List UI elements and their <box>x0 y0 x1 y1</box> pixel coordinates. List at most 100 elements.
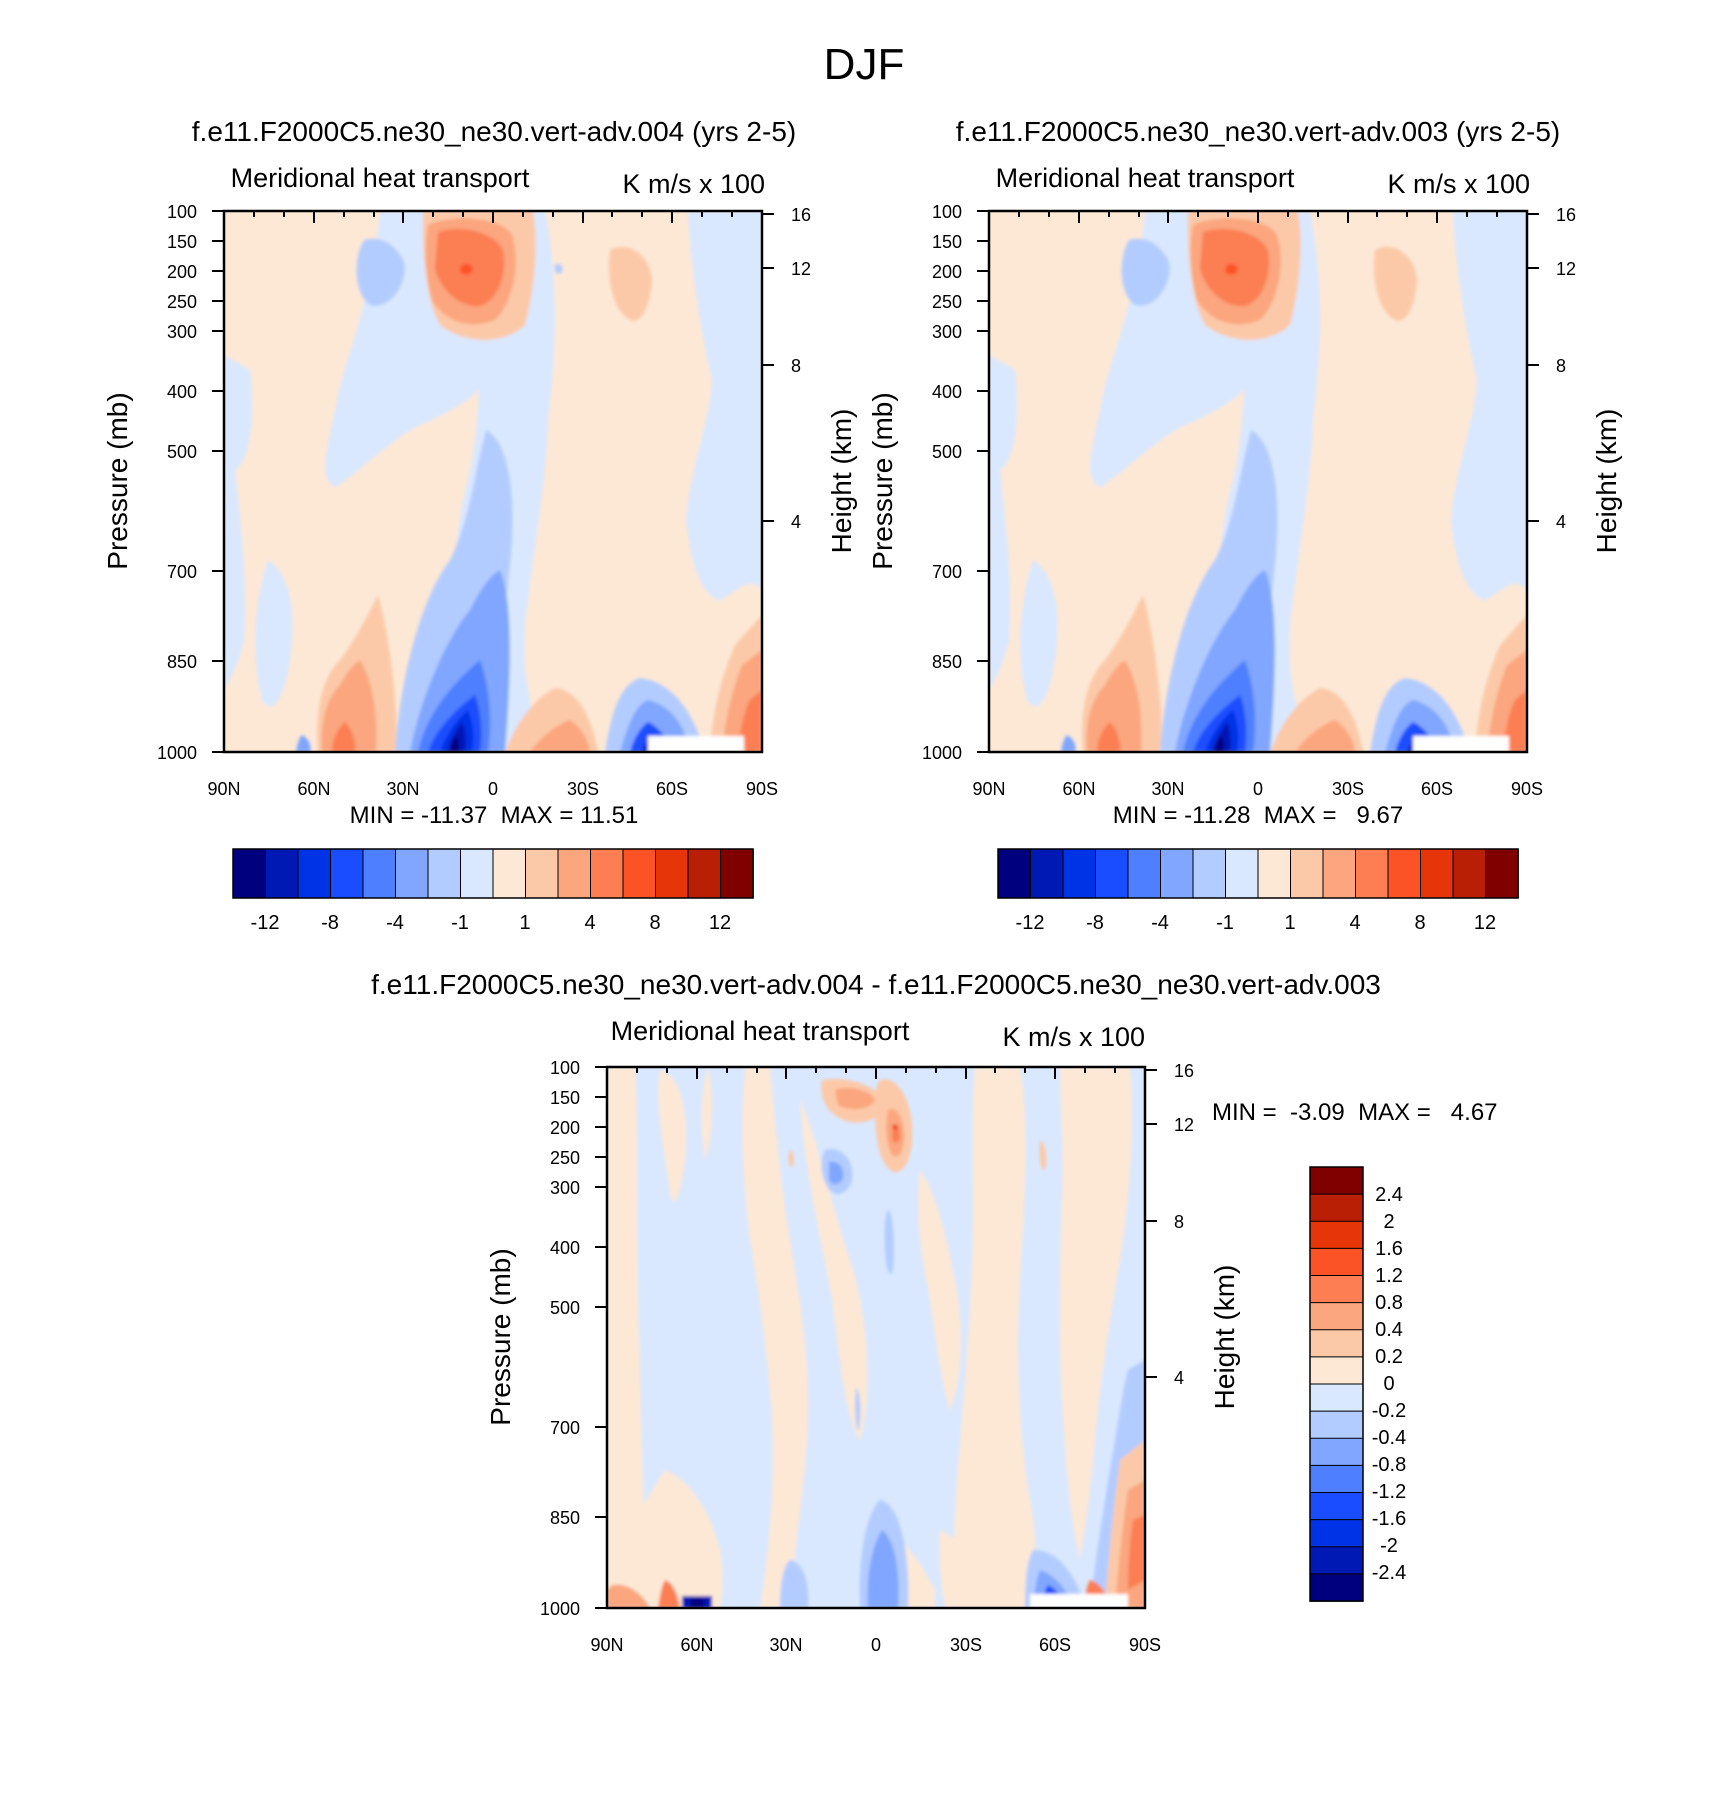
colorbar-label: -1.6 <box>1372 1508 1406 1530</box>
min-max-readout: MIN = -3.09 MAX = 4.67 <box>1212 1099 1498 1126</box>
right-tick-marks <box>1527 213 1539 522</box>
colorbar-swatches <box>997 848 1519 899</box>
left-tick-marks <box>212 210 224 753</box>
colorbar-swatch <box>1309 1220 1364 1250</box>
x-tick-label: 60N <box>297 779 330 799</box>
colorbar-label: -1.2 <box>1372 1481 1406 1503</box>
y-tick-label: 1000 <box>540 1599 580 1619</box>
colorbar-label: 0.2 <box>1375 1346 1403 1368</box>
x-tick-label: 90S <box>1129 1635 1161 1655</box>
right-tick-marks <box>1145 1069 1157 1378</box>
y-tick-label: 500 <box>932 442 962 462</box>
y2-tick-label: 16 <box>1174 1061 1194 1081</box>
y-tick-label: 250 <box>167 292 197 312</box>
colorbar-label: -0.8 <box>1372 1454 1406 1476</box>
y-tick-label: 400 <box>550 1238 580 1258</box>
top-tick-marks <box>988 211 1528 223</box>
y-axis-label: Pressure (mb) <box>485 1248 516 1425</box>
panel-title: f.e11.F2000C5.ne30_ne30.vert-adv.004 (yr… <box>192 116 796 147</box>
colorbar-label: -12 <box>1016 912 1045 934</box>
panel-units-label: K m/s x 100 <box>1387 169 1530 199</box>
colorbar-swatch <box>1309 1383 1364 1412</box>
contour-field <box>607 1067 1145 1608</box>
y2-axis-label: Height (km) <box>1591 409 1622 554</box>
y-tick-label: 850 <box>550 1508 580 1528</box>
x-tick-label: 0 <box>1253 779 1263 799</box>
y-tick-label: 700 <box>550 1418 580 1438</box>
colorbar-label: -1 <box>1216 912 1234 934</box>
colorbar-swatch <box>1192 848 1227 899</box>
panel-title: f.e11.F2000C5.ne30_ne30.vert-adv.003 (yr… <box>956 116 1560 147</box>
y-tick-label: 500 <box>550 1298 580 1318</box>
colorbar-label: 12 <box>1474 912 1496 934</box>
colorbar-swatch <box>1309 1193 1364 1223</box>
colorbar-label: -8 <box>321 912 339 934</box>
colorbar: -12 -8 -4 -1 1 4 8 12 <box>997 848 1519 934</box>
y-tick-label: 400 <box>932 382 962 402</box>
left-tick-marks <box>595 1066 607 1609</box>
colorbar-label: 2.4 <box>1375 1184 1403 1206</box>
left-tick-marks <box>977 210 989 753</box>
colorbar-swatch <box>1309 1464 1364 1494</box>
colorbar-swatch <box>1355 848 1389 899</box>
colorbar-swatch <box>330 848 364 899</box>
y2-tick-label: 12 <box>1174 1115 1194 1135</box>
x-tick-label: 60N <box>680 1635 713 1655</box>
colorbar: 2.4 2 1.6 1.2 0.8 0.4 0.2 0 -0.2 -0.4 -0… <box>1309 1166 1406 1602</box>
colorbar-swatch <box>1127 848 1162 899</box>
colorbar-swatches <box>232 848 754 899</box>
x-tick-label: 30S <box>567 779 599 799</box>
colorbar-swatch <box>1420 848 1454 899</box>
top-tick-marks <box>606 1067 1146 1079</box>
colorbar-swatch <box>1452 848 1487 899</box>
x-tick-label: 60S <box>1421 779 1453 799</box>
y2-tick-label: 12 <box>791 259 811 279</box>
colorbar-label: 2 <box>1383 1211 1394 1233</box>
panel-top-left: f.e11.F2000C5.ne30_ne30.vert-adv.004 (yr… <box>102 116 857 934</box>
colorbar-swatch <box>460 848 494 899</box>
colorbar-label: -4 <box>1151 912 1169 934</box>
y-tick-label: 300 <box>550 1178 580 1198</box>
min-max-readout: MIN = -11.37 MAX = 11.51 <box>350 802 639 829</box>
x-tick-label: 90S <box>746 779 778 799</box>
contour-field <box>989 211 1527 752</box>
colorbar-label: -0.2 <box>1372 1400 1406 1422</box>
colorbar-label: -12 <box>251 912 280 934</box>
y-tick-label: 250 <box>932 292 962 312</box>
panel-top-right: f.e11.F2000C5.ne30_ne30.vert-adv.003 (yr… <box>867 116 1622 934</box>
panel-left-label: Meridional heat transport <box>231 163 530 193</box>
y-tick-label: 700 <box>932 562 962 582</box>
y-tick-label: 1000 <box>922 743 962 763</box>
y-tick-labels: 100 150 200 250 300 400 500 700 850 1000 <box>157 202 197 763</box>
panel-title: f.e11.F2000C5.ne30_ne30.vert-adv.004 - f… <box>371 969 1381 1000</box>
colorbar-swatch <box>1309 1356 1364 1385</box>
colorbar-label: 0.4 <box>1375 1319 1403 1341</box>
colorbar-swatch <box>622 848 657 899</box>
y-tick-label: 500 <box>167 442 197 462</box>
y-tick-label: 700 <box>167 562 197 582</box>
panel-units-label: K m/s x 100 <box>1002 1022 1145 1052</box>
y-tick-label: 200 <box>550 1118 580 1138</box>
colorbar-swatch <box>395 848 429 899</box>
y-tick-label: 400 <box>167 382 197 402</box>
colorbar-label: -2.4 <box>1372 1562 1406 1584</box>
y2-tick-label: 8 <box>791 356 801 376</box>
y-tick-labels: 100 150 200 250 300 400 500 700 850 1000 <box>922 202 962 763</box>
x-tick-label: 30N <box>1151 779 1184 799</box>
y-tick-labels: 100 150 200 250 300 400 500 700 850 1000 <box>540 1058 580 1619</box>
panel-difference: f.e11.F2000C5.ne30_ne30.vert-adv.004 - f… <box>371 969 1497 1655</box>
colorbar-swatch <box>1309 1573 1364 1602</box>
colorbar-label: 0.8 <box>1375 1292 1403 1314</box>
panel-left-label: Meridional heat transport <box>611 1016 910 1046</box>
y-tick-label: 850 <box>167 652 197 672</box>
y2-tick-label: 4 <box>1174 1368 1184 1388</box>
y-tick-label: 200 <box>167 262 197 282</box>
x-tick-label: 30S <box>1332 779 1364 799</box>
x-tick-label: 0 <box>871 1635 881 1655</box>
colorbar-swatch <box>1309 1302 1364 1331</box>
panel-units-label: K m/s x 100 <box>622 169 765 199</box>
colorbar-label: -4 <box>386 912 404 934</box>
y-tick-label: 1000 <box>157 743 197 763</box>
colorbar-swatches <box>1309 1166 1364 1602</box>
